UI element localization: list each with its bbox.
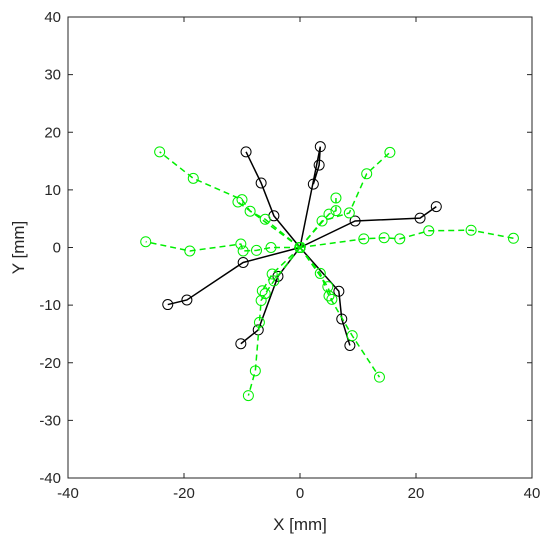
series-line xyxy=(299,229,514,249)
data-point xyxy=(294,242,306,253)
data-point xyxy=(322,281,334,293)
series-line xyxy=(299,247,351,346)
x-tick-label: 20 xyxy=(408,485,425,502)
data-point xyxy=(181,294,193,306)
y-tick-label: 20 xyxy=(44,124,61,141)
y-tick-label: 0 xyxy=(53,240,61,257)
data-point xyxy=(140,236,152,248)
data-point xyxy=(266,268,278,280)
data-point xyxy=(326,293,338,305)
ticks-layer: -40 -20 0 20 40 -40 -30 -20 -10 0 10 20 30 40 xyxy=(39,9,540,502)
data-point xyxy=(465,224,477,236)
data-point xyxy=(255,177,267,189)
y-tick-label: -30 xyxy=(39,412,61,429)
x-tick-label: -40 xyxy=(57,485,79,502)
data-point xyxy=(256,285,268,297)
data-point xyxy=(361,168,373,180)
y-tick-label: -20 xyxy=(39,355,61,372)
series-line xyxy=(247,247,301,396)
data-point xyxy=(316,215,328,227)
data-point xyxy=(336,313,348,325)
series-line xyxy=(237,201,301,249)
data-point xyxy=(314,141,326,153)
y-tick-label: 40 xyxy=(44,9,61,26)
data-point xyxy=(313,159,325,171)
data-point xyxy=(187,172,199,184)
data-point xyxy=(162,299,174,311)
data-point xyxy=(244,205,256,217)
series-line xyxy=(167,246,301,306)
data-point xyxy=(154,146,166,158)
data-point xyxy=(259,288,271,300)
data-point xyxy=(232,196,244,208)
series-line xyxy=(145,241,300,252)
data-point xyxy=(323,208,335,220)
series-line xyxy=(299,247,381,378)
series-line xyxy=(299,197,337,248)
y-axis-label: Y [mm] xyxy=(9,221,28,275)
data-point xyxy=(184,245,196,257)
data-point xyxy=(378,232,390,244)
data-point xyxy=(358,233,370,245)
data-point xyxy=(330,192,342,204)
x-tick-label: -20 xyxy=(173,485,195,502)
data-point xyxy=(343,207,355,219)
data-point xyxy=(242,390,254,402)
data-point xyxy=(314,267,326,279)
series-line xyxy=(299,205,437,249)
series-line xyxy=(240,247,301,345)
data-point xyxy=(251,244,262,256)
y-tick-label: 10 xyxy=(44,182,61,199)
data-point xyxy=(259,213,271,225)
data-point xyxy=(307,178,319,190)
data-point xyxy=(240,146,252,158)
series-line xyxy=(261,246,301,292)
y-tick-label: -10 xyxy=(39,297,61,314)
series-line xyxy=(245,151,301,248)
x-tick-label: 40 xyxy=(524,485,541,502)
data-point xyxy=(237,245,249,257)
data-point xyxy=(384,146,396,158)
data-point xyxy=(235,338,247,350)
data-point xyxy=(253,316,265,328)
dashed-series xyxy=(140,146,519,402)
data-point xyxy=(249,365,261,377)
data-point xyxy=(373,371,385,383)
data-point xyxy=(414,212,426,224)
data-point xyxy=(237,256,249,268)
x-tick-label: 0 xyxy=(296,485,304,502)
y-tick-label: 30 xyxy=(44,67,61,84)
data-point xyxy=(346,330,358,342)
data-point xyxy=(423,225,435,237)
y-tick-label: -40 xyxy=(39,470,61,487)
series-layer xyxy=(140,141,519,402)
data-point xyxy=(265,242,277,253)
data-point xyxy=(507,232,519,244)
data-point xyxy=(394,233,406,245)
data-point xyxy=(430,201,442,213)
data-point xyxy=(330,205,342,217)
series-line xyxy=(299,146,322,248)
data-point xyxy=(268,275,280,287)
x-axis-label: X [mm] xyxy=(273,515,327,534)
data-point xyxy=(333,285,345,297)
data-point xyxy=(349,215,361,227)
data-point xyxy=(235,238,247,250)
